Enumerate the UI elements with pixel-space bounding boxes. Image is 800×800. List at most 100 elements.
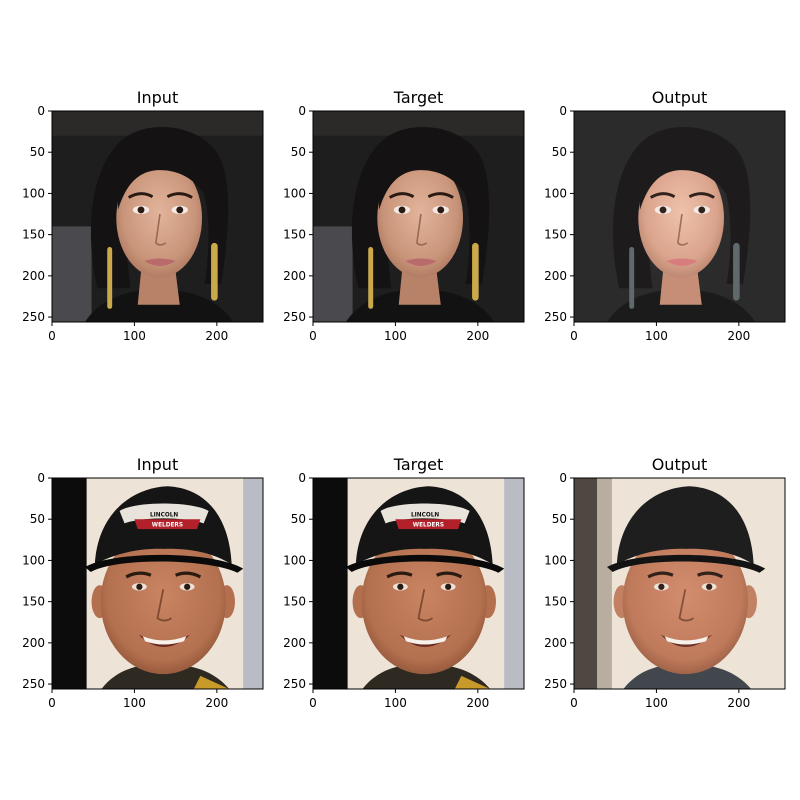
x-tick-label: 100 <box>123 329 146 343</box>
y-tick-label: 50 <box>291 145 306 159</box>
x-tick-label: 0 <box>309 329 317 343</box>
right-eyebrow <box>175 571 202 579</box>
panel-title: Input <box>137 88 178 107</box>
left-eyebrow <box>127 192 154 199</box>
background-panel <box>313 226 353 322</box>
nose <box>156 589 173 622</box>
right-eyebrow <box>688 192 715 199</box>
x-tick-label: 0 <box>570 329 578 343</box>
face <box>100 529 226 675</box>
left-earring <box>107 246 113 309</box>
right-earring <box>211 242 218 301</box>
nose <box>417 589 434 622</box>
y-tick-label: 250 <box>544 310 567 324</box>
cap-text: LINCOLN <box>411 513 439 519</box>
right-earring <box>472 242 479 301</box>
neck <box>659 271 702 305</box>
y-tick-label: 100 <box>22 186 45 200</box>
shirt <box>623 664 752 689</box>
cap-brim <box>606 554 766 573</box>
y-tick-label: 200 <box>283 269 306 283</box>
nose <box>676 213 689 246</box>
teeth <box>664 636 709 645</box>
y-tick-label: 150 <box>283 228 306 242</box>
cap <box>616 486 754 565</box>
dark-strip <box>52 478 87 689</box>
right-eyebrow <box>697 571 724 579</box>
y-tick-label: 200 <box>544 269 567 283</box>
y-tick-label: 250 <box>544 677 567 691</box>
y-tick-label: 0 <box>298 471 306 485</box>
cap-patch <box>380 503 470 524</box>
nose <box>415 213 428 246</box>
collar-yellow <box>193 675 230 689</box>
x-tick-label: 200 <box>727 329 750 343</box>
x-tick-label: 100 <box>384 696 407 710</box>
right-strip <box>243 478 263 689</box>
left-eyebrow <box>647 571 674 579</box>
right-earring <box>733 242 740 301</box>
y-tick-label: 150 <box>22 228 45 242</box>
cap-text2: WELDERS <box>152 523 183 529</box>
axes-frame <box>51 477 264 690</box>
left-eyebrow <box>125 571 152 579</box>
y-tick-label: 200 <box>283 636 306 650</box>
y-tick-label: 50 <box>30 145 45 159</box>
left-earring <box>368 246 374 309</box>
axes-frame <box>51 110 264 323</box>
x-tick-label: 200 <box>727 696 750 710</box>
lips <box>144 258 176 266</box>
y-tick-label: 100 <box>544 186 567 200</box>
right-strip <box>504 478 524 689</box>
y-tick-label: 0 <box>559 471 567 485</box>
nose <box>678 589 695 622</box>
axes-frame <box>573 110 786 323</box>
y-tick-label: 50 <box>552 512 567 526</box>
x-tick-label: 100 <box>645 696 668 710</box>
lips <box>666 258 698 266</box>
y-tick-label: 150 <box>22 595 45 609</box>
panel-image <box>574 111 785 322</box>
panel-title: Output <box>652 88 708 107</box>
cap-text: LINCOLN <box>150 513 178 519</box>
axes-frame <box>312 110 525 323</box>
panel-image <box>313 111 524 322</box>
collar-yellow <box>454 675 491 689</box>
x-tick-label: 200 <box>205 329 228 343</box>
y-tick-label: 150 <box>544 228 567 242</box>
panel-image <box>52 111 263 322</box>
x-tick-label: 100 <box>645 329 668 343</box>
hair-fringe <box>378 143 473 210</box>
lips <box>405 258 437 266</box>
x-tick-label: 100 <box>123 696 146 710</box>
dark-strip <box>313 478 348 689</box>
x-tick-label: 200 <box>466 696 489 710</box>
face <box>361 529 487 675</box>
x-tick-label: 0 <box>48 329 56 343</box>
neck <box>398 271 441 305</box>
shoulders <box>345 290 495 322</box>
panel-target-0: Target 0 100 200 0 50 100 150 200 250 <box>283 88 525 343</box>
y-tick-label: 250 <box>283 677 306 691</box>
x-tick-label: 100 <box>384 329 407 343</box>
x-tick-label: 0 <box>309 696 317 710</box>
left-earring <box>629 246 635 309</box>
y-tick-label: 50 <box>291 512 306 526</box>
y-tick-label: 150 <box>283 595 306 609</box>
y-tick-label: 100 <box>283 186 306 200</box>
panel-image: LINCOLN WELDERS <box>52 478 263 689</box>
panel-input-0: Input 0 100 200 0 50 100 150 200 250 <box>22 88 264 343</box>
left-eyebrow <box>386 571 413 579</box>
cap-patch-red <box>395 519 462 530</box>
y-tick-label: 100 <box>283 553 306 567</box>
axes-frame <box>573 477 786 690</box>
y-tick-label: 0 <box>37 104 45 118</box>
teeth <box>403 636 448 645</box>
panel-image <box>574 478 785 689</box>
dark-strip <box>574 478 598 689</box>
panel-title: Input <box>137 455 178 474</box>
x-tick-label: 200 <box>205 696 228 710</box>
y-tick-label: 200 <box>22 269 45 283</box>
cap-patch <box>119 503 209 524</box>
